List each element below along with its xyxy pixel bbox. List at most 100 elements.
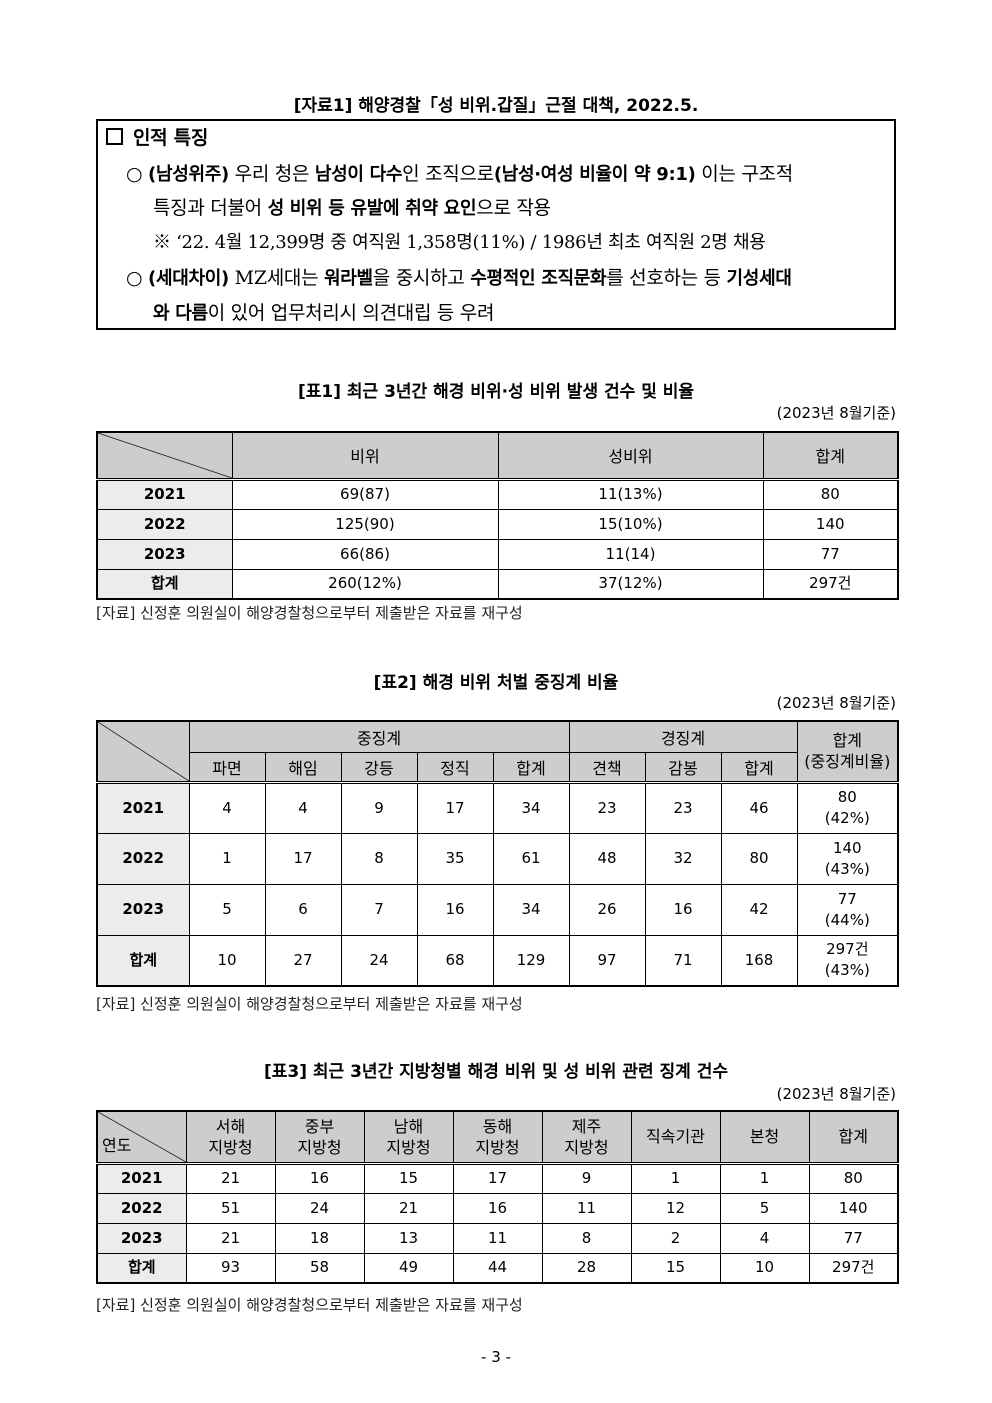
- table-cell: 4: [719, 1222, 810, 1254]
- group-header: 중징계: [188, 720, 570, 753]
- bold-text: 기성세대: [726, 268, 792, 289]
- table-cell: 80: [720, 832, 798, 885]
- table3-title: [표3] 최근 3년간 지방청별 해경 비위 및 성 비위 관련 징계 건수: [263, 1062, 729, 1082]
- subheader-cell: 파면: [188, 751, 266, 783]
- table-cell: 2: [630, 1222, 721, 1254]
- table-cell: 12: [630, 1192, 721, 1224]
- table-cell: 24: [274, 1192, 365, 1224]
- corner-cell: [96, 720, 190, 783]
- table-row: 2023 5 6 7 16 34 26 16 42 77 (44%): [96, 883, 899, 936]
- row-label: 합계: [96, 1252, 187, 1284]
- row-label: 2022: [96, 508, 233, 540]
- table-cell: 23: [568, 780, 646, 834]
- table-cell: 21: [185, 1222, 276, 1254]
- header-cell: 비위: [231, 431, 499, 480]
- circle-bullet-icon: ○: [126, 267, 149, 289]
- text-run: MZ세대는: [228, 267, 325, 289]
- table-cell: 15(10%): [497, 508, 764, 540]
- table-cell: 35: [416, 832, 494, 885]
- box-heading: 인적 특징: [106, 123, 208, 150]
- table-cell: 129: [492, 934, 570, 987]
- square-bullet-icon: [106, 128, 123, 145]
- bold-text: (남성·여성 비율이 약 9:1): [493, 164, 696, 185]
- table-row: 2023 21 18 13 11 8 2 4 77: [96, 1222, 899, 1254]
- table-row: 합계 10 27 24 68 129 97 71 168 297건 (43%): [96, 934, 899, 987]
- table-row: 합계 260(12%) 37(12%) 297건: [96, 568, 899, 600]
- table-cell: 77: [808, 1222, 899, 1254]
- table-cell: 34: [492, 883, 570, 936]
- table-cell: 125(90): [231, 508, 499, 540]
- paragraph-2: ○ (세대차이) MZ세대는 워라벨을 중시하고 수평적인 조직문화를 선호하는…: [126, 263, 792, 290]
- table-cell: 61: [492, 832, 570, 885]
- bold-text: 워라벨: [324, 268, 373, 289]
- table-cell: 6: [264, 883, 342, 936]
- table2: 중징계 경징계 합계 (중징계비율) 파면 해임 강등 정직 합계 견책 감봉 합계 2021 4 4…: [96, 720, 900, 987]
- table-cell: 58: [274, 1252, 365, 1284]
- table-cell: 11: [452, 1222, 543, 1254]
- table-row: 2021 4 4 9 17 34 23 23 46 80 (42%): [96, 780, 899, 834]
- table1-source: [자료] 신정훈 의원실이 해양경찰청으로부터 제출받은 자료를 재구성: [96, 604, 523, 622]
- subheader-cell: 정직: [416, 751, 494, 783]
- paragraph-1-cont: 특징과 더불어 성 비위 등 유발에 취약 요인으로 작용: [153, 193, 551, 220]
- row-label: 2023: [96, 883, 190, 936]
- table-cell: 27: [264, 934, 342, 987]
- row-label: 합계: [96, 568, 233, 600]
- table-cell: 17: [264, 832, 342, 885]
- table-cell: 48: [568, 832, 646, 885]
- table-cell: 15: [630, 1252, 721, 1284]
- table-row: 2022 125(90) 15(10%) 140: [96, 508, 899, 540]
- table-cell: 26: [568, 883, 646, 936]
- table-cell: 23: [644, 780, 722, 834]
- table-row: 2021 21 16 15 17 9 1 1 80: [96, 1161, 899, 1194]
- table-cell: 11(14): [497, 538, 764, 570]
- table-cell: 51: [185, 1192, 276, 1224]
- table-cell: 4: [188, 780, 266, 834]
- table-cell: 16: [452, 1192, 543, 1224]
- header-cell: 합계: [762, 431, 899, 480]
- table-cell: 44: [452, 1252, 543, 1284]
- table-cell: 5: [188, 883, 266, 936]
- table-cell: 21: [185, 1161, 276, 1194]
- table-cell: 16: [416, 883, 494, 936]
- table-cell: 140: [762, 508, 899, 540]
- row-label: 2022: [96, 832, 190, 885]
- page-number: - 3 -: [481, 1348, 511, 1366]
- table-row: 2022 51 24 21 16 11 12 5 140: [96, 1192, 899, 1224]
- bold-text: (남성위주): [148, 164, 229, 185]
- header-cell: 서해 지방청: [185, 1110, 276, 1164]
- bold-text: 성 비위 등 유발에 취약 요인: [267, 198, 477, 219]
- row-label: 2021: [96, 1161, 187, 1194]
- total-header: 합계 (중징계비율): [796, 720, 899, 783]
- subheader-cell: 감봉: [644, 751, 722, 783]
- table-cell: 66(86): [231, 538, 499, 570]
- header-cell: 제주 지방청: [541, 1110, 632, 1164]
- text-run: 우리 청은: [228, 163, 315, 185]
- text-run: 를 선호하는 등: [606, 267, 727, 289]
- subheader-cell: 견책: [568, 751, 646, 783]
- table-cell: 297건 (43%): [796, 934, 899, 987]
- row-label: 2021: [96, 477, 233, 510]
- table-cell: 17: [452, 1161, 543, 1194]
- table3: 연도 서해 지방청 중부 지방청 남해 지방청 동해 지방청 제주 지방청 직속기관 본청 합계…: [96, 1110, 899, 1284]
- table-cell: 16: [274, 1161, 365, 1194]
- circle-bullet-icon: ○: [126, 163, 149, 185]
- table-cell: 80: [762, 477, 899, 510]
- row-label: 2022: [96, 1192, 187, 1224]
- table-cell: 28: [541, 1252, 632, 1284]
- header-cell: 남해 지방청: [363, 1110, 454, 1164]
- note: ※ ‘22. 4월 12,399명 중 여직원 1,358명(11%) / 19…: [153, 232, 766, 253]
- table1-title: [표1] 최근 3년간 해경 비위·성 비위 발생 건수 및 비율: [297, 382, 695, 402]
- corner-cell: [96, 431, 233, 480]
- header-cell: 중부 지방청: [274, 1110, 365, 1164]
- row-label: 2021: [96, 780, 190, 834]
- table-cell: 9: [541, 1161, 632, 1194]
- table-cell: 11(13%): [497, 477, 764, 510]
- table-row: 2023 66(86) 11(14) 77: [96, 538, 899, 570]
- bold-text: 와 다름: [153, 303, 208, 324]
- row-label: 합계: [96, 934, 190, 987]
- subheader-cell: 합계: [720, 751, 798, 783]
- table-cell: 9: [340, 780, 418, 834]
- table-cell: 71: [644, 934, 722, 987]
- table-cell: 15: [363, 1161, 454, 1194]
